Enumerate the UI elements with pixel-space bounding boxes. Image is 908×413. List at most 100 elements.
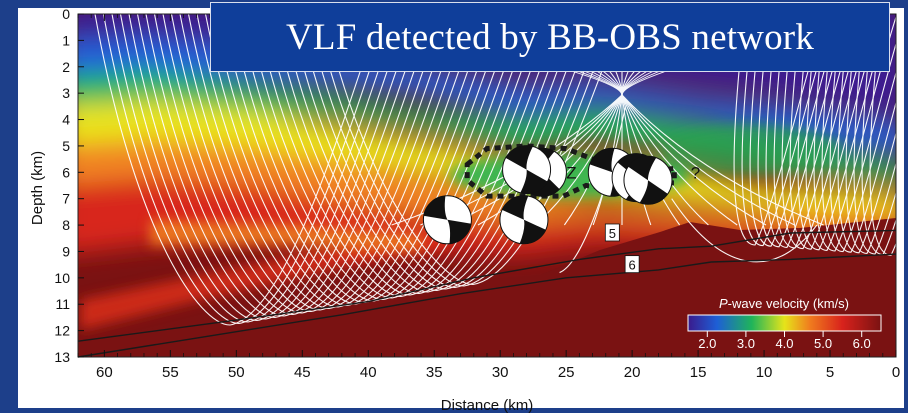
y-tick-label: 3 [62,85,70,101]
ray-path [741,14,834,247]
focal-mechanism-beachball [623,155,673,205]
annotations: Z? [566,163,700,182]
ray-path [306,14,606,289]
y-tick-label: 1 [62,32,70,48]
title-box: VLF detected by BB-OBS network [210,2,890,72]
ray-path [281,14,579,293]
ray-path [102,14,390,325]
ray-path [162,14,453,314]
ray-path [264,14,561,296]
ray-path [829,14,896,253]
x-tick-label: 45 [294,364,311,381]
beachball-quadrant [627,156,657,181]
page-title: VLF detected by BB-OBS network [285,16,815,58]
x-tick-label: 50 [228,364,245,381]
x-tick-label: 60 [96,364,113,381]
colorbar-gradient [687,314,882,332]
velocity-contours: 56 [77,223,897,358]
beachball-quadrant [639,180,669,205]
ray-path [789,14,882,250]
y-tick-label: 6 [62,164,70,180]
focal-mechanism-beachball [502,145,552,195]
ray-path [94,14,381,326]
ray-path [749,14,842,247]
focal-mechanism-beachball [499,195,549,245]
focal-mechanism-beachball [422,195,472,245]
colorbar-tick-label: 6.0 [853,336,871,351]
contour-label-box [604,223,620,242]
vlf-events [422,145,673,245]
x-tick-label: 55 [162,364,179,381]
ray-path [765,14,858,248]
colorbar-tick-label: 4.0 [775,336,793,351]
x-axis-label: Distance (km) [441,397,534,413]
beachball-quadrant [501,195,529,220]
ray-path [170,14,462,313]
ray-path [298,14,597,290]
y-tick-label: 7 [62,191,70,207]
y-tick-label: 4 [62,112,70,128]
contour-label-box [624,255,640,274]
x-tick-label: 15 [690,364,707,381]
x-tick-label: 0 [892,364,900,381]
contour-line [77,229,897,342]
ray-path [136,14,426,319]
ray-path [238,14,534,301]
x-tick-label: 30 [492,364,509,381]
colorbar-tick-label: 5.0 [814,336,832,351]
ray-path [869,14,896,256]
y-axis-label: Depth (km) [29,151,46,225]
colorbar-title-prefix: P [719,296,728,311]
ray-path [272,14,570,295]
ray-path [821,14,896,253]
y-tick-label: 10 [54,270,70,286]
ray-path [204,14,498,307]
colorbar-tick-label: 3.0 [737,336,755,351]
beachball-quadrant [505,145,533,170]
x-tick-label: 20 [624,364,641,381]
contour-line [77,253,897,358]
colorbar-tick-label: 2.0 [698,336,716,351]
ray-path [845,14,896,254]
y-tick-label: 12 [54,323,70,339]
beachball-quadrant [520,169,548,194]
x-tick-label: 40 [360,364,377,381]
ray-path [289,14,588,292]
annotation-label: Z [566,163,576,182]
beachball-quadrant [423,195,448,220]
y-tick-label: 5 [62,138,70,154]
y-tick-label: 11 [55,296,70,312]
x-tick-label: 5 [826,364,834,381]
ray-path [797,14,890,251]
contour-label: 6 [629,258,636,273]
ray-path [111,14,399,323]
ray-path [128,14,417,320]
y-tick-label: 13 [54,349,70,365]
ray-path [757,14,850,248]
ray-path [187,14,480,310]
colorbar-title: P-wave velocity (km/s) [719,296,849,311]
colorbar: P-wave velocity (km/s) 2.0 3.0 4.0 5.0 6.0 [687,296,882,351]
ray-path [837,14,896,254]
y-tick-label: 2 [62,59,70,75]
beachball-quadrant [589,148,615,173]
ray-path [323,14,624,286]
annotation-label: ? [691,163,700,182]
y-tick-label: 8 [62,217,70,233]
ray-path [315,14,615,287]
velocity-field [78,14,896,357]
ray-path [196,14,489,308]
beachball-quadrant [447,219,472,244]
ray-path [153,14,444,316]
colorbar-title-rest: -wave velocity (km/s) [728,296,849,311]
colorbar-ticks: 2.0 3.0 4.0 5.0 6.0 [698,331,871,351]
ray-path [781,14,874,250]
ray-path [119,14,408,322]
ray-path [179,14,471,311]
beachball-quadrant [519,219,547,244]
ray-path [559,106,627,274]
vlf-zone-outline [464,143,677,199]
x-tick-label: 10 [756,364,773,381]
y-tick-label: 0 [62,6,70,22]
